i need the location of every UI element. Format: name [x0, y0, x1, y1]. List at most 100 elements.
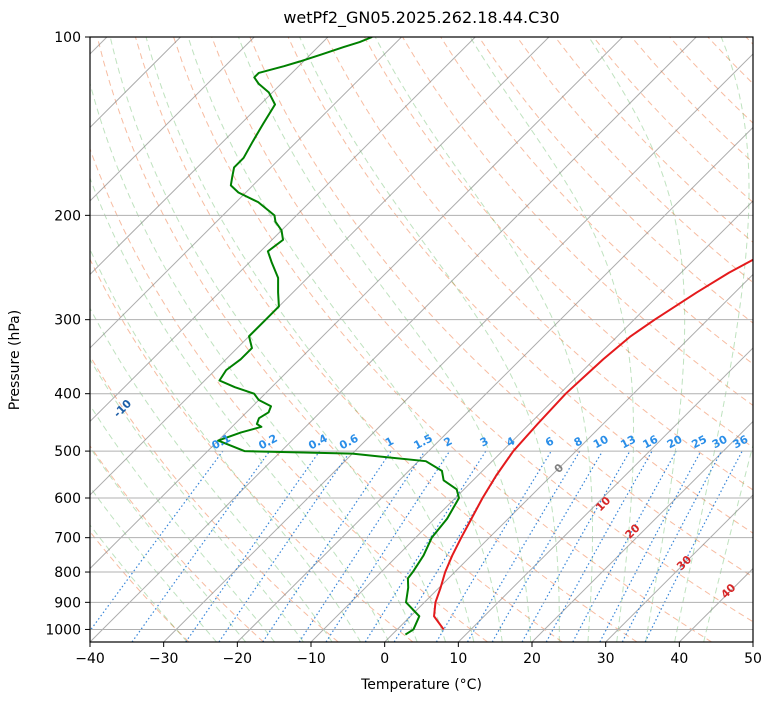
- moist-adiabat-line: [703, 443, 753, 642]
- dry-adiabat-line: [90, 445, 264, 642]
- dry-adiabat-line: [90, 258, 414, 642]
- x-tick-label: 0: [380, 651, 389, 667]
- isotherm-line: [90, 37, 182, 129]
- moist-adiabat-line: [90, 524, 188, 642]
- dry-adiabat-line: [745, 37, 753, 45]
- dry-adiabat-line: [173, 37, 712, 642]
- mixing-ratio-line: [599, 450, 702, 642]
- plot-frame: [89, 36, 754, 643]
- x-tick-label: −10: [296, 651, 326, 667]
- dry-adiabat-line: [96, 37, 563, 642]
- y-tick-label: 600: [54, 491, 81, 507]
- y-tick-label: 100: [54, 30, 81, 46]
- y-axis-label: Pressure (hPa): [7, 309, 23, 411]
- mixing-ratio-line: [218, 450, 351, 642]
- moist-adiabat-line: [90, 176, 390, 642]
- x-tick-label: 50: [744, 651, 762, 667]
- y-tick-label: 800: [54, 565, 81, 581]
- mixing-ratio-line: [90, 450, 224, 632]
- dry-adiabat-line: [707, 37, 753, 85]
- x-tick-label: 30: [597, 651, 615, 667]
- dry-adiabat-line: [554, 37, 753, 243]
- isotherm-line: [236, 126, 753, 642]
- moist-adiabat-label: 20: [623, 521, 643, 541]
- isotherm-line: [90, 37, 550, 496]
- y-tick-label: 400: [54, 387, 81, 403]
- isotherm-line: [383, 273, 753, 642]
- dry-adiabat-line: [90, 147, 488, 642]
- dry-adiabat-line: [211, 37, 753, 623]
- moist-adiabat-line: [90, 404, 276, 642]
- dry-adiabat-line: [287, 37, 753, 534]
- dry-adiabat-line: [325, 37, 753, 491]
- dry-adiabat-line: [516, 37, 753, 284]
- mixing-ratio-line: [325, 450, 451, 642]
- moist-adiabat-line: [90, 81, 418, 642]
- x-tick-label: −30: [149, 651, 179, 667]
- mixing-ratio-label: 3: [478, 434, 491, 449]
- mixing-ratio-label: 1.5: [412, 432, 435, 453]
- isotherm-line: [90, 37, 624, 570]
- dry-adiabat-label: -10: [111, 397, 134, 420]
- mixing-ratio-line: [521, 450, 631, 642]
- moist-adiabat-line: [588, 37, 686, 642]
- mixing-ratio-label: 0.1: [210, 432, 233, 453]
- dry-adiabat-line: [669, 37, 753, 124]
- isotherm-line: [752, 641, 753, 642]
- y-tick-label: 200: [54, 208, 81, 224]
- y-tick-label: 900: [54, 595, 81, 611]
- isotherm-line: [90, 37, 476, 423]
- chart-title: wetPf2_GN05.2025.262.18.44.C30: [283, 8, 560, 27]
- mixing-ratio-label: 20: [665, 432, 685, 451]
- mixing-ratio-line: [466, 450, 581, 642]
- moist-adiabat-line: [674, 37, 750, 642]
- moist-adiabat-line: [90, 307, 333, 642]
- mixing-ratio-label: 0.2: [256, 432, 279, 453]
- mixing-ratio-line: [364, 450, 487, 642]
- isotherm-line: [90, 37, 697, 642]
- moist-adiabat-line: [469, 37, 635, 642]
- mixing-ratio-label: 8: [572, 434, 585, 449]
- x-tick-label: 40: [670, 651, 688, 667]
- mixing-ratio-label: 0.4: [306, 432, 330, 453]
- plot-area-group: -100-90-80-70-60-50-40-30-20-100.10.20.4…: [90, 37, 753, 642]
- mixing-ratio-line: [185, 450, 321, 642]
- mixing-ratio-label: 1: [383, 434, 396, 449]
- isotherm-line: [531, 420, 753, 642]
- dry-adiabat-line: [90, 355, 339, 642]
- x-tick-label: 10: [449, 651, 467, 667]
- mixing-ratio-label: 6: [543, 434, 556, 449]
- mixing-ratio-line: [131, 450, 271, 642]
- mixing-ratio-line: [545, 450, 653, 642]
- moist-adiabat-line: [374, 37, 593, 642]
- moist-adiabat-line: [109, 37, 447, 642]
- moist-adiabat-label: 10: [593, 494, 613, 514]
- y-tick-label: 500: [54, 444, 81, 460]
- dry-adiabat-line: [90, 530, 190, 642]
- dewpoint-profile-line: [217, 37, 460, 636]
- y-tick-label: 700: [54, 531, 81, 547]
- isotherm-line: [604, 494, 753, 642]
- y-tick-label: 1000: [45, 622, 81, 638]
- isotherm-line: [457, 347, 753, 642]
- mixing-ratio-line: [572, 450, 677, 642]
- isotherm-line: [162, 53, 753, 642]
- mixing-ratio-line: [644, 450, 743, 642]
- x-tick-label: 20: [523, 651, 541, 667]
- mixing-ratio-label: 13: [618, 433, 638, 452]
- isotherm-line: [310, 200, 753, 642]
- mixing-ratio-label: 30: [710, 433, 730, 452]
- mixing-ratio-label: 10: [591, 432, 611, 451]
- dry-adiabat-line: [134, 37, 638, 642]
- y-tick-label: 300: [54, 313, 81, 329]
- x-tick-label: −40: [75, 651, 105, 667]
- moist-adiabat-line: [187, 37, 503, 642]
- x-tick-label: −20: [223, 651, 253, 667]
- moist-adiabat-line: [145, 37, 475, 642]
- moist-adiabat-line: [90, 486, 217, 642]
- temperature-profile-line: [433, 258, 753, 631]
- isotherm-line: [90, 37, 255, 202]
- mixing-ratio-line: [298, 450, 426, 642]
